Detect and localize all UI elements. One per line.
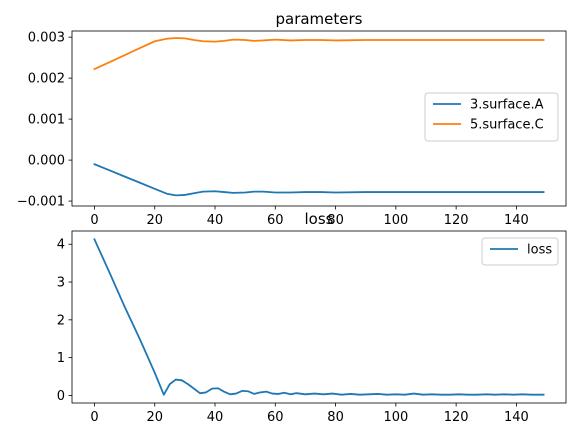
x-tick-label: 80 bbox=[327, 213, 344, 228]
series-line-0 bbox=[93, 238, 545, 396]
x-tick-label: 0 bbox=[90, 213, 98, 228]
legend-box bbox=[481, 237, 559, 266]
y-tick-label: 3 bbox=[57, 276, 65, 291]
x-tick-label: 100 bbox=[383, 213, 408, 228]
y-tick-label: 2 bbox=[57, 313, 65, 328]
x-tick-label: 120 bbox=[444, 213, 469, 228]
y-tick-label: 0.001 bbox=[28, 113, 65, 128]
x-tick-label: 140 bbox=[504, 410, 529, 425]
x-tick-label: 80 bbox=[327, 410, 344, 425]
y-tick-label: 0.003 bbox=[28, 31, 65, 46]
chart-parameters: 0 20 40 60 80 100 120 140 −0.001 0.000 0.001 0.002 0… bbox=[17, 10, 567, 228]
y-tick-label: 0.002 bbox=[28, 72, 65, 87]
series-line-1 bbox=[93, 37, 545, 71]
y-tick-label: 1 bbox=[57, 351, 65, 366]
x-tick-label: 120 bbox=[444, 410, 469, 425]
chart-title: loss bbox=[305, 210, 334, 228]
chart-loss: 0 20 40 60 80 100 120 140 0 1 2 3 4 loss loss bbox=[57, 210, 567, 425]
x-tick-label: 140 bbox=[504, 213, 529, 228]
series-line-0 bbox=[93, 163, 545, 197]
legend: 3.surface.A 5.surface.C bbox=[424, 92, 559, 142]
x-tick-label: 60 bbox=[267, 213, 284, 228]
y-tick-label: −0.001 bbox=[17, 195, 65, 210]
x-tick-label: 40 bbox=[207, 213, 224, 228]
x-tick-label: 40 bbox=[207, 410, 224, 425]
y-tick-label: 0.000 bbox=[28, 154, 65, 169]
plot-area bbox=[71, 230, 567, 404]
x-tick-label: 20 bbox=[146, 410, 163, 425]
y-tick-label: 4 bbox=[57, 238, 65, 253]
y-tick-label: 0 bbox=[57, 389, 65, 404]
x-tick-label: 0 bbox=[90, 410, 98, 425]
chart-title: parameters bbox=[275, 10, 362, 28]
legend-box bbox=[424, 92, 559, 142]
legend-label: loss bbox=[527, 243, 552, 258]
x-tick-label: 20 bbox=[146, 213, 163, 228]
x-tick-label: 100 bbox=[383, 410, 408, 425]
plot-area bbox=[71, 30, 567, 207]
x-tick-label: 60 bbox=[267, 410, 284, 425]
legend: loss bbox=[481, 237, 559, 266]
legend-label: 5.surface.C bbox=[470, 118, 544, 133]
legend-label: 3.surface.A bbox=[470, 98, 544, 113]
